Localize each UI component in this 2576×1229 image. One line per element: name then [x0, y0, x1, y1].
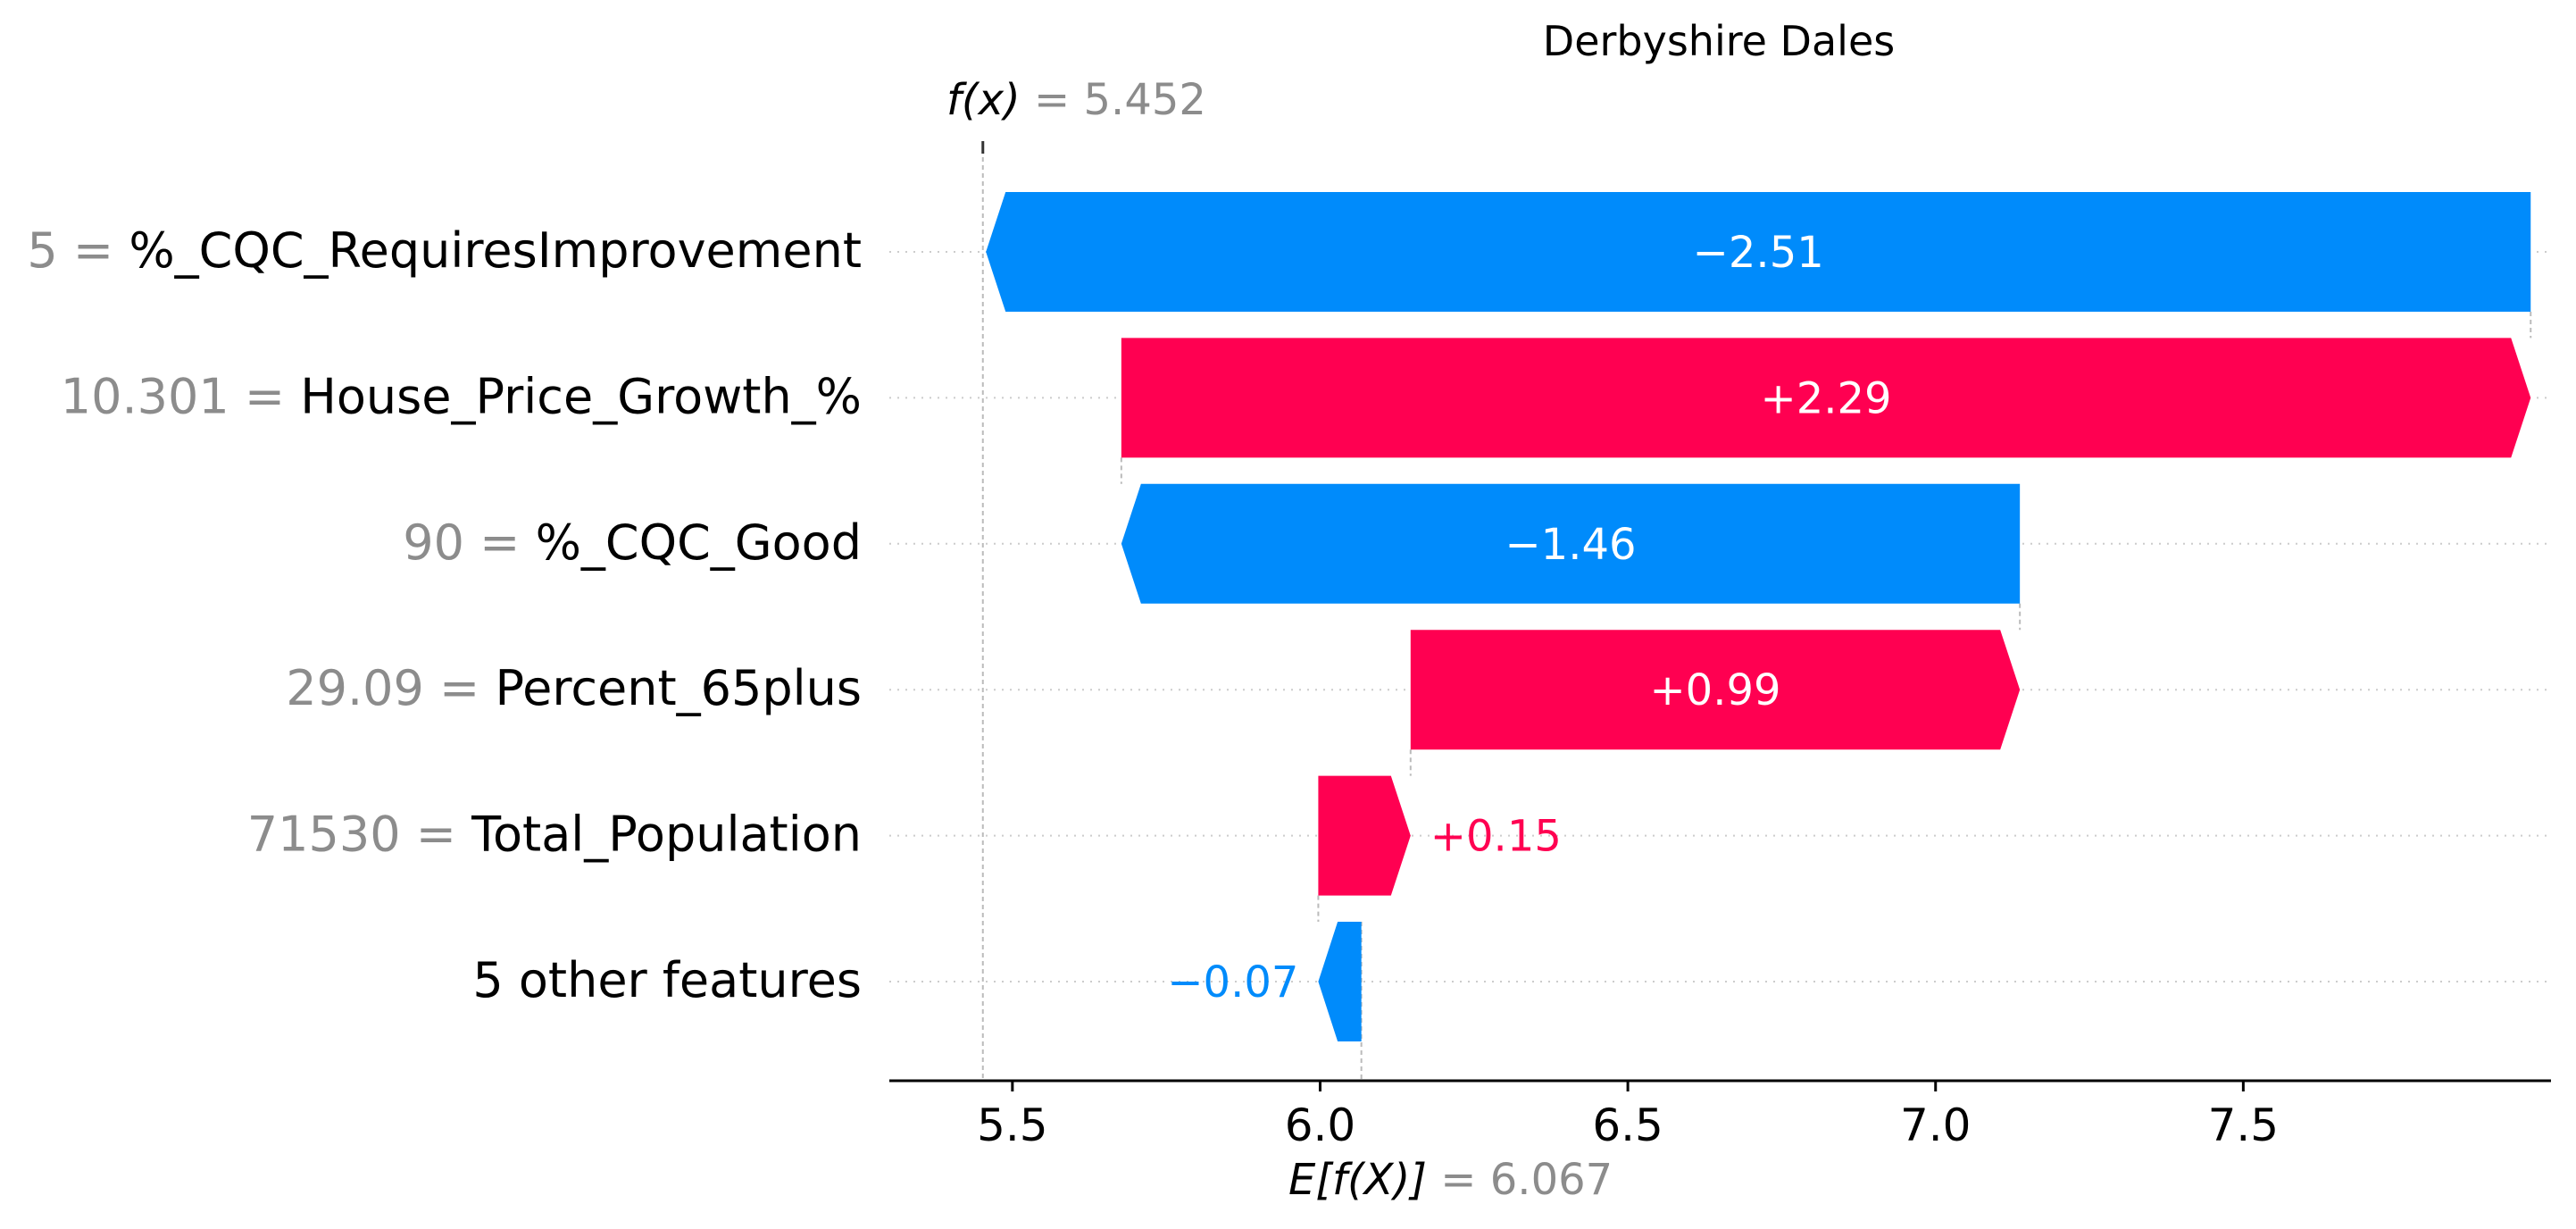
feature-label: 10.301 = House_Price_Growth_%	[61, 368, 862, 424]
contribution-bar	[1318, 922, 1362, 1041]
x-tick-label: 7.0	[1900, 1099, 1972, 1151]
contribution-bar	[1121, 338, 2531, 458]
fx-label: f(x)	[946, 75, 1021, 125]
feature-name: Total_Population	[471, 807, 862, 863]
contribution-bar	[986, 192, 2531, 312]
output-value-annotation: f(x) = 5.452	[946, 75, 1206, 125]
feature-label: 5 = %_CQC_RequiresImprovement	[27, 222, 862, 279]
feature-name: %_CQC_RequiresImprovement	[129, 222, 862, 279]
feature-equals: =	[424, 660, 496, 716]
feature-label: 71530 = Total_Population	[247, 807, 862, 863]
feature-name: House_Price_Growth_%	[300, 368, 862, 424]
bar-value-label: −2.51	[1693, 228, 1824, 278]
contribution-bar	[1318, 775, 1411, 896]
contribution-bar	[1121, 483, 2021, 604]
feature-name: Percent_65plus	[495, 660, 862, 716]
feature-label: 90 = %_CQC_Good	[403, 514, 862, 571]
fx-value: 5.452	[1084, 75, 1206, 125]
bar-value-label: +0.99	[1649, 665, 1780, 715]
feature-value: 90	[403, 514, 464, 571]
base-value-annotation: E[f(X)] = 6.067	[1288, 1155, 1613, 1205]
fx-equals: =	[1034, 75, 1083, 125]
feature-equals: =	[464, 514, 536, 571]
ex-value: 6.067	[1490, 1155, 1613, 1205]
bar-layer: −2.51 +2.29 −1.46 +0.99 +0.15 −0.07	[986, 192, 2531, 1041]
x-tick-label: 7.5	[2208, 1099, 2280, 1151]
x-axis: 5.5 6.0 6.5 7.0 7.5	[889, 1079, 2551, 1151]
bar-value-label: −1.46	[1505, 520, 1636, 570]
chart-title: Derbyshire Dales	[1543, 17, 1895, 65]
feature-value: 5	[27, 222, 57, 279]
bar-value-label: −0.07	[1167, 957, 1298, 1007]
feature-label: 5 other features	[472, 952, 862, 1008]
bar-value-label: +0.15	[1430, 812, 1562, 862]
feature-value: 10.301	[61, 368, 229, 424]
x-tick-label: 6.0	[1285, 1099, 1356, 1151]
ex-label: E[f(X)]	[1288, 1155, 1427, 1205]
feature-label: 29.09 = Percent_65plus	[286, 660, 862, 716]
x-tick-label: 6.5	[1592, 1099, 1663, 1151]
feature-name: %_CQC_Good	[536, 514, 862, 571]
contribution-bar	[1410, 630, 2021, 750]
feature-value: 29.09	[286, 660, 424, 716]
bar-value-label: +2.29	[1761, 373, 1892, 423]
ex-equals: =	[1440, 1155, 1489, 1205]
feature-value: 71530	[247, 807, 401, 863]
feature-equals: =	[401, 807, 472, 863]
feature-name: 5 other features	[472, 952, 862, 1008]
feature-equals: =	[229, 368, 301, 424]
feature-equals: =	[58, 222, 129, 279]
x-tick-label: 5.5	[977, 1099, 1048, 1151]
feature-label-layer: 5 = %_CQC_RequiresImprovement 10.301 = Ho…	[27, 222, 862, 1008]
